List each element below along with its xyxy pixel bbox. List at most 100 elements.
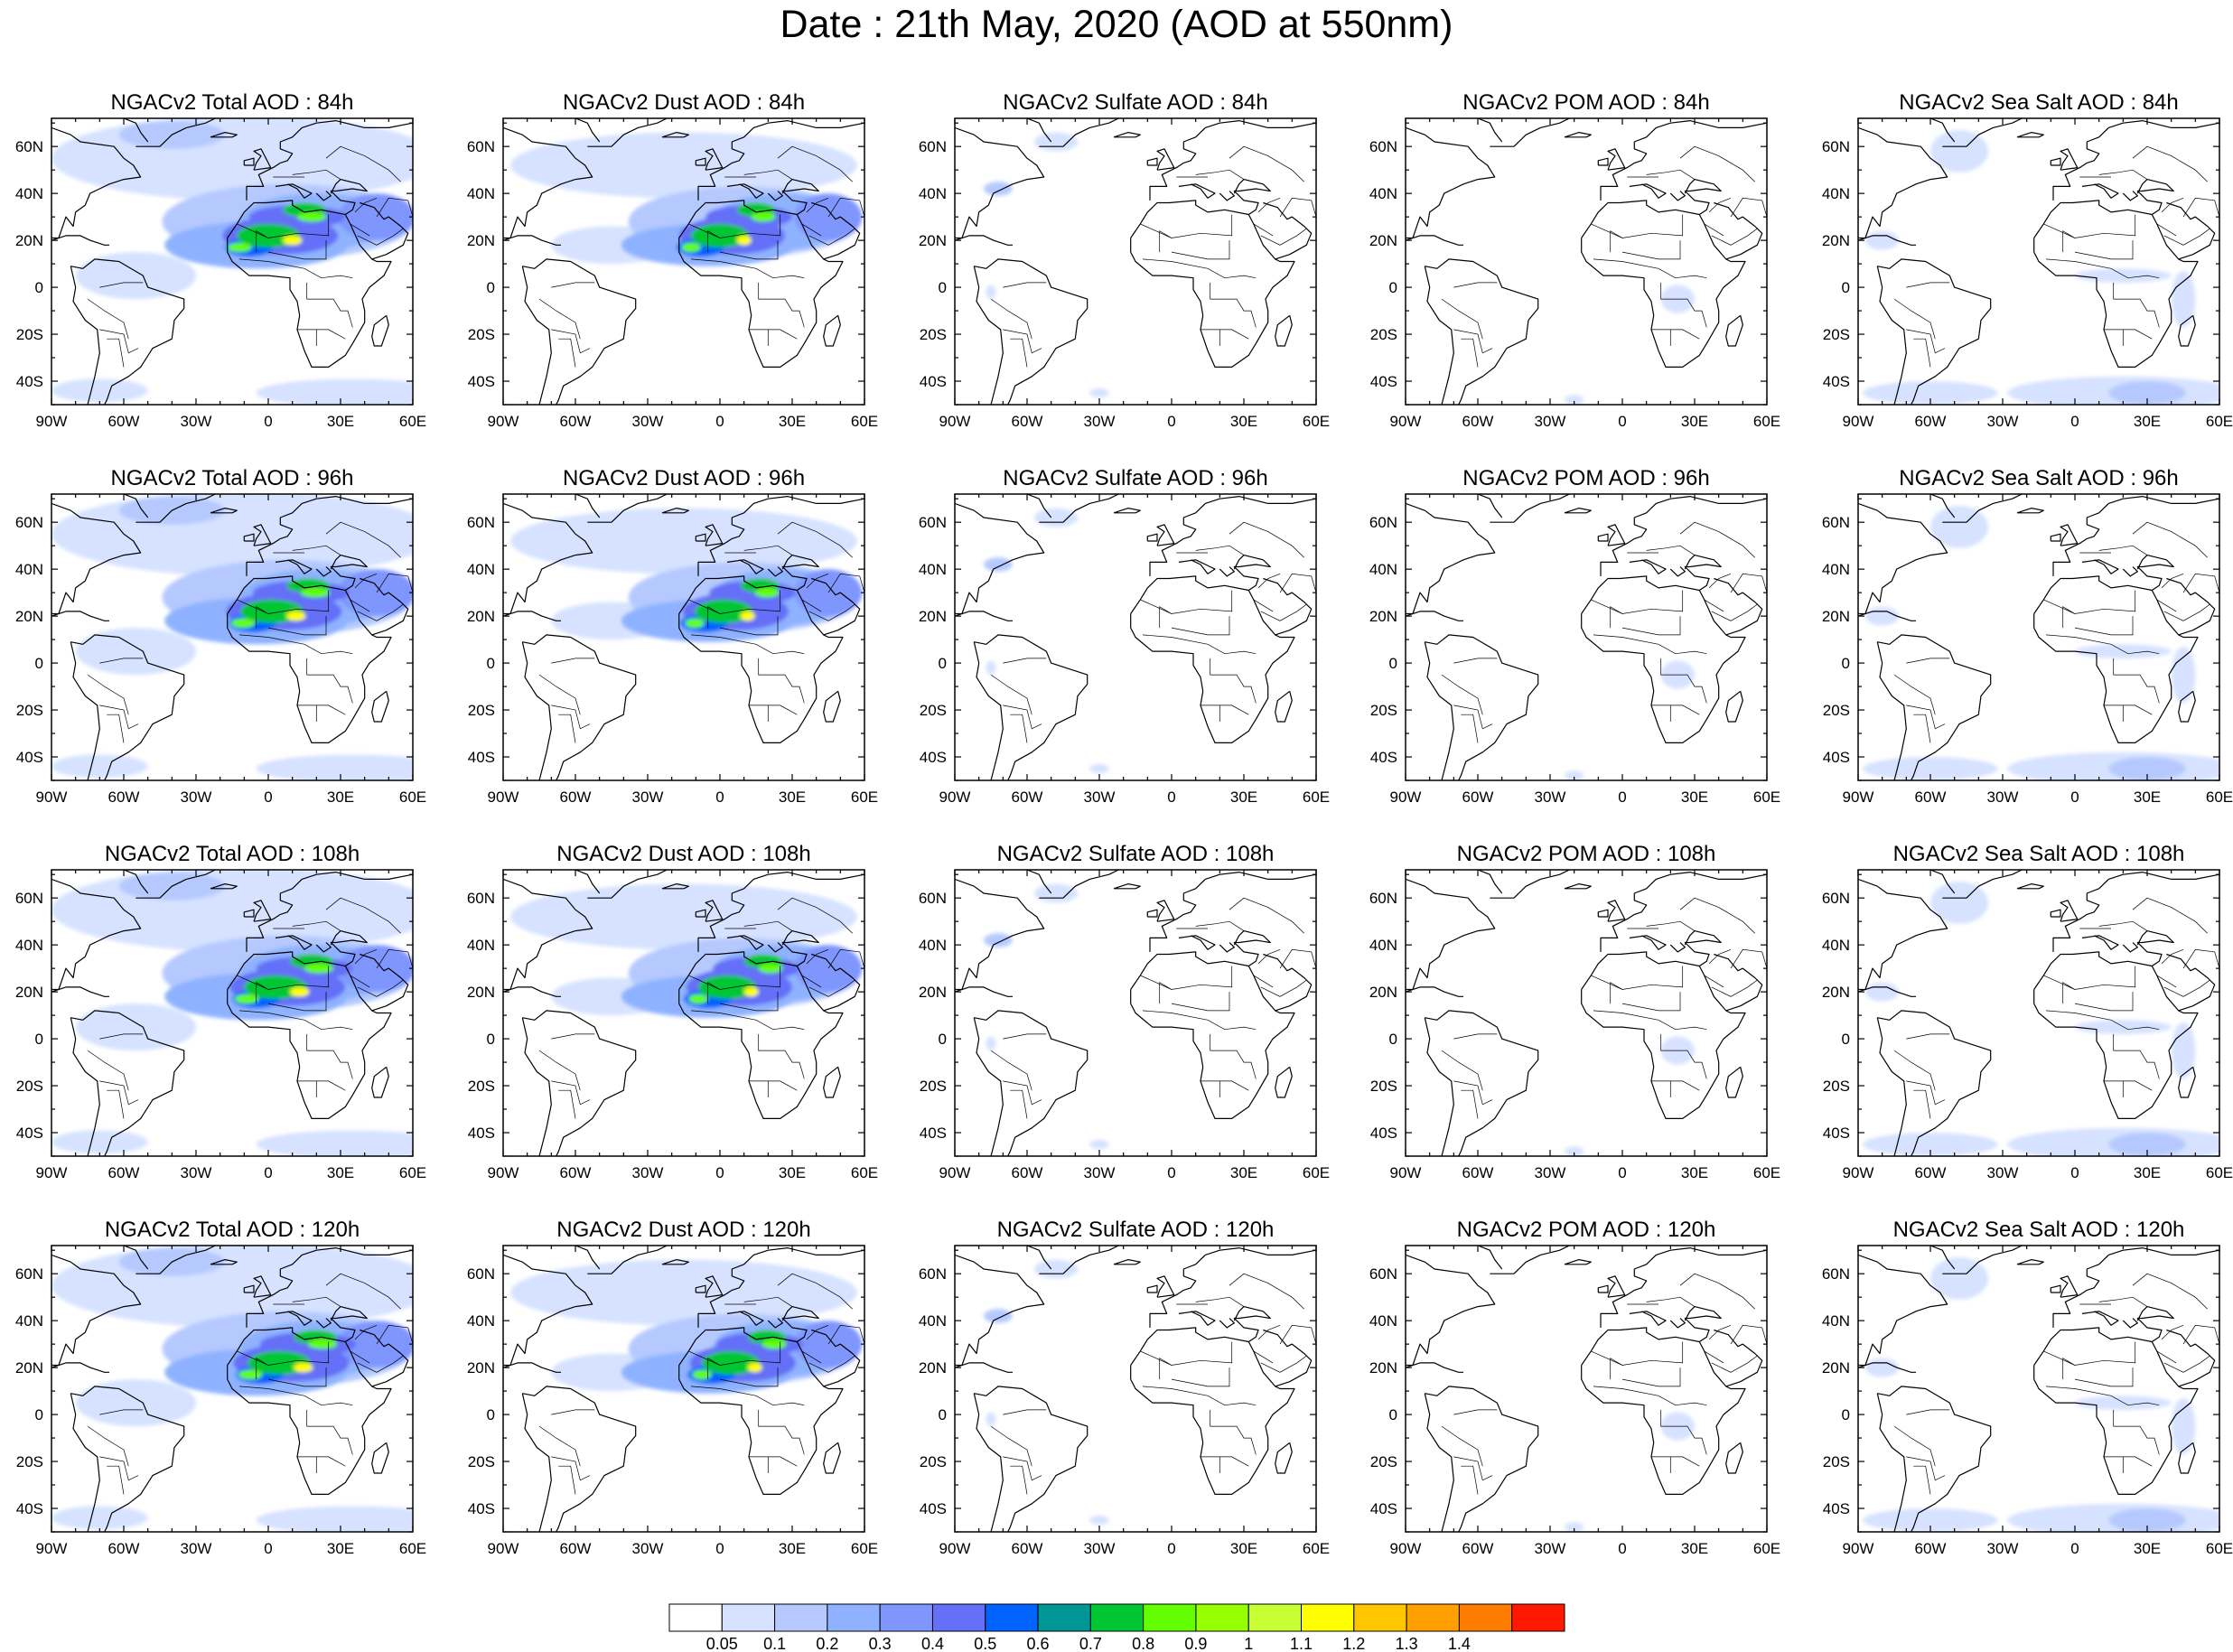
coastline [1113,508,1141,514]
colorbar-box [985,1603,1039,1632]
border [743,169,793,180]
lon-tick-label: 90W [1843,1164,1874,1181]
lat-tick-label: 40S [1823,1500,1850,1517]
map-frame [954,117,1317,406]
border [558,1089,576,1119]
map-panel-seasalt-2: NGACv2 Sea Salt AOD : 108h 90W 60W 30W 0 30E 6… [1822,842,2233,1181]
coastline [210,883,238,890]
border [688,1341,781,1366]
border [808,228,855,246]
lat-tick-label: 0 [939,1406,947,1423]
lat-tick-label: 20N [15,1359,43,1377]
border [801,1350,822,1364]
coastline [1425,1386,1539,1532]
coastline [243,533,255,542]
panel-title: NGACv2 Sulfate AOD : 108h [997,842,1275,866]
border [551,1409,595,1415]
border [107,338,125,368]
lon-tick-label: 30E [779,1164,806,1181]
coastline [522,258,637,405]
coastline [1026,494,1052,518]
lon-tick-label: 30W [1084,789,1116,806]
border [2132,145,2208,182]
lat-tick-label: 20N [1369,984,1397,1001]
border [2062,230,2076,253]
coastline [1858,986,1916,997]
coastline [51,502,142,615]
lat-tick-label: 60N [919,138,947,155]
lat-tick-label: 40S [1370,373,1397,390]
coastline [1564,883,1592,890]
border [827,948,864,969]
aod-region [338,569,413,617]
axis-ticks [51,870,414,1157]
lat-tick-label: 20S [1370,702,1397,719]
aod-field [1406,118,1767,405]
coastline [51,986,109,997]
aod-region [227,242,252,253]
border [1253,599,1274,612]
lat-tick-label: 60N [1369,1265,1397,1283]
aod-region [2108,1508,2186,1532]
lat-tick-label: 40S [920,749,947,766]
lat-tick-label: 40S [16,373,43,390]
border [1195,545,1245,555]
coastline [371,1066,389,1098]
coastline [70,258,185,405]
coastline [1876,266,1907,405]
border [1593,1010,1707,1031]
aod-region [51,754,148,779]
country-borders [1441,145,1767,368]
lat-tick-label: 60N [919,514,947,531]
coastline [210,1259,238,1265]
border [1679,145,1755,182]
coastline [1130,1327,1295,1495]
coastline [1113,132,1141,138]
map-frame [502,1245,865,1533]
aod-region [1089,387,1109,398]
lon-tick-label: 60W [560,413,592,430]
border [1229,145,1304,182]
lat-tick-label: 60N [1369,890,1397,907]
aod-region [794,193,863,241]
aod-region [301,587,330,598]
lat-tick-label: 60N [467,138,495,155]
lon-tick-label: 90W [1843,413,1874,430]
aod-region [747,1362,762,1373]
panel-title: NGACv2 Dust AOD : 96h [563,466,805,490]
border [1646,1296,1696,1307]
lon-tick-label: 60E [2206,789,2233,806]
border [1201,329,1220,346]
coastline [1669,191,1686,201]
border [743,545,793,555]
coastline [371,314,389,347]
colorbar-label: 1 [1244,1635,1253,1652]
border [777,1273,853,1310]
axis-ticks [502,1246,865,1533]
lat-tick-label: 20N [919,608,947,625]
map-frame [51,1245,414,1533]
lon-tick-label: 30W [1987,413,2019,430]
coastline [51,878,142,991]
coastline [1233,178,1271,216]
lat-tick-label: 0 [35,655,43,672]
coastline [51,1362,109,1373]
country-borders [990,897,1316,1119]
border [1591,1341,1684,1366]
panel-title: NGACv2 Sulfate AOD : 120h [997,1218,1275,1242]
panel-title: NGACv2 Total AOD : 84h [110,90,353,115]
coastline [503,126,593,239]
coastline [2033,951,2199,1119]
coastline [1026,870,1052,894]
aod-region [338,193,413,241]
border [267,240,327,260]
lat-tick-label: 40S [1370,1125,1397,1142]
coastline [1877,1386,1992,1532]
coastline [726,559,764,574]
coastline [2016,1259,2044,1265]
coastline [243,157,255,166]
lat-tick-label: 40S [1823,749,1850,766]
aod-field [1406,1246,1767,1532]
lon-tick-label: 90W [36,1164,68,1181]
coastline [1600,871,1767,952]
